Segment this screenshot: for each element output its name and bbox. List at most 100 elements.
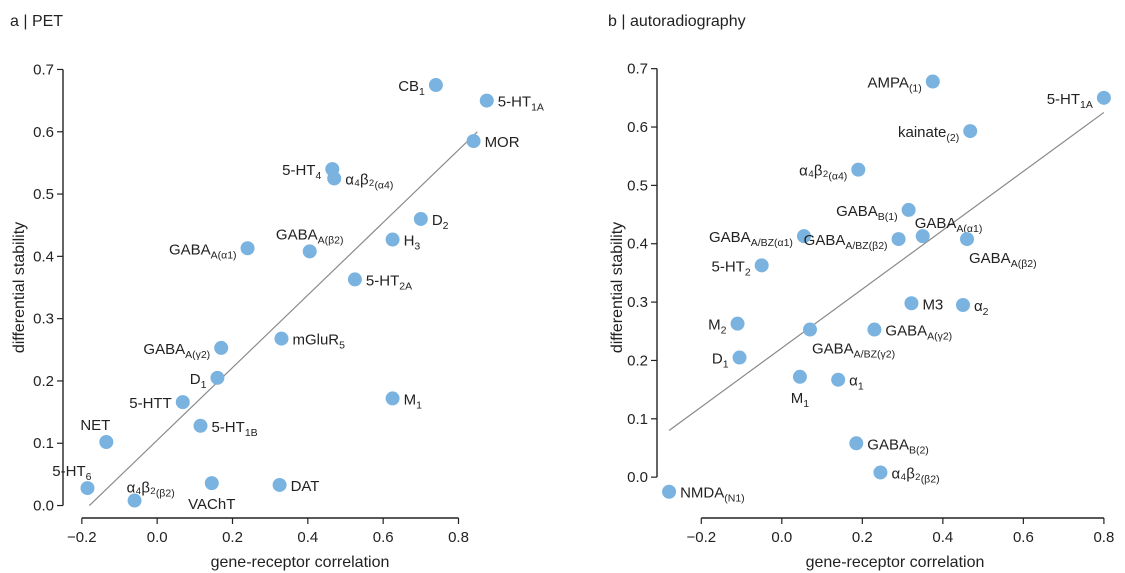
point-label-main: 5-HT bbox=[282, 162, 315, 179]
x-tick-label: −0.2 bbox=[67, 529, 97, 546]
y-tick-label: 0.2 bbox=[33, 373, 54, 390]
x-tick-label: 0.0 bbox=[147, 529, 168, 546]
y-tick-label: 0.5 bbox=[627, 177, 648, 194]
point-label: GABAA(γ2) bbox=[885, 323, 952, 343]
point-label-subscript: B(2) bbox=[909, 444, 929, 456]
data-point bbox=[960, 232, 975, 247]
point-label: α₄β₂(β2) bbox=[127, 480, 175, 500]
x-axis-label: gene-receptor correlation bbox=[211, 554, 390, 571]
point-label-subscript: 1 bbox=[723, 359, 729, 371]
point-label-main: M bbox=[404, 391, 417, 408]
point-label-subscript: (1) bbox=[909, 83, 922, 95]
point-label: GABAA(β2) bbox=[276, 226, 344, 246]
data-point bbox=[730, 316, 745, 331]
point-label-subscript: 6 bbox=[86, 471, 92, 483]
panel-title: b | autoradiography bbox=[608, 13, 746, 30]
point-label-subscript: A(α1) bbox=[211, 249, 237, 261]
point-label-subscript: 1 bbox=[419, 86, 425, 98]
point-label: M2 bbox=[708, 317, 727, 337]
point-label: NMDA(N1) bbox=[680, 485, 745, 505]
point-label-main: GABA bbox=[885, 323, 927, 340]
point-label: M1 bbox=[791, 390, 810, 410]
point-label-subscript: 2 bbox=[983, 306, 989, 318]
data-point bbox=[849, 436, 864, 451]
point-label-main: D bbox=[432, 212, 443, 229]
point-label: 5-HT4 bbox=[282, 162, 321, 182]
point-label-main: 5-HTT bbox=[129, 395, 172, 412]
point-label-main: α₄β₂ bbox=[799, 163, 828, 180]
point-label: D1 bbox=[190, 371, 207, 391]
data-point bbox=[428, 78, 443, 93]
panel-b: b | autoradiography 0.0 0.1 0.2 0.3 0.4 0.5 0.6… bbox=[608, 13, 1114, 571]
y-tick-label: 0.1 bbox=[33, 435, 54, 452]
y-tick-label: 0.0 bbox=[627, 469, 648, 486]
data-point bbox=[915, 229, 930, 244]
point-label-subscript: (α4) bbox=[374, 179, 393, 191]
point-label-main: α bbox=[849, 373, 858, 390]
point-label: GABAA(α1) bbox=[915, 215, 983, 235]
x-tick-label: 0.6 bbox=[1013, 529, 1034, 546]
y-tick-label: 0.7 bbox=[33, 61, 54, 78]
point-label: CB1 bbox=[398, 78, 425, 98]
point-label-main: DAT bbox=[291, 478, 320, 495]
point-label-main: GABA bbox=[804, 232, 846, 249]
point-label: GABAA(α1) bbox=[169, 241, 237, 261]
point-label-main: GABA bbox=[915, 215, 957, 232]
data-point bbox=[1096, 90, 1111, 105]
point-label-main: M3 bbox=[922, 296, 943, 313]
point-label-subscript: A(γ2) bbox=[927, 331, 952, 343]
point-label-subscript: (β2) bbox=[921, 473, 940, 485]
point-label: 5-HTT bbox=[129, 395, 172, 412]
x-tick-label: 0.4 bbox=[297, 529, 318, 546]
point-label-main: D bbox=[712, 351, 723, 368]
point-label-main: GABA bbox=[812, 341, 854, 358]
data-point bbox=[327, 171, 342, 186]
y-axis-label: differential stability bbox=[609, 222, 626, 353]
point-label-main: GABA bbox=[276, 226, 318, 243]
data-point bbox=[662, 484, 677, 499]
data-point bbox=[925, 74, 940, 89]
point-label: M1 bbox=[404, 391, 423, 411]
point-label: GABAA/BZ(β2) bbox=[804, 232, 888, 252]
point-label-main: 5-HT bbox=[711, 258, 744, 275]
point-label-main: 5-HT bbox=[1047, 91, 1080, 108]
point-label-main: GABA bbox=[169, 241, 211, 258]
data-point bbox=[851, 162, 866, 177]
point-label: AMPA(1) bbox=[868, 75, 922, 95]
data-point bbox=[99, 434, 114, 449]
point-label: NET bbox=[80, 417, 110, 434]
point-label-main: α bbox=[974, 298, 983, 315]
y-tick-label: 0.5 bbox=[33, 186, 54, 203]
data-point bbox=[214, 340, 229, 355]
data-point bbox=[272, 477, 287, 492]
data-point bbox=[274, 331, 289, 346]
point-label: kainate(2) bbox=[898, 124, 959, 144]
point-label-subscript: A(γ2) bbox=[185, 349, 210, 361]
data-point bbox=[901, 202, 916, 217]
point-label-main: M bbox=[708, 317, 721, 334]
point-label-main: α₄β₂ bbox=[891, 465, 920, 482]
data-point bbox=[80, 481, 95, 496]
point-label: 5-HT1B bbox=[211, 419, 257, 439]
panel-a: a | PET 0.0 0.1 0.2 0.3 0.4 0.5 0.6 0.7 −0.2 0.0 0.… bbox=[10, 13, 544, 571]
panel-title: a | PET bbox=[10, 13, 63, 30]
point-label: GABAB(2) bbox=[867, 436, 929, 456]
point-label-main: M bbox=[791, 390, 804, 407]
point-label-subscript: 1A bbox=[531, 102, 544, 114]
data-point bbox=[302, 244, 317, 259]
data-point bbox=[240, 241, 255, 256]
point-label: α₄β₂(α4) bbox=[799, 163, 847, 183]
point-label-subscript: A/BZ(γ2) bbox=[854, 349, 895, 361]
regression-line bbox=[668, 111, 1105, 431]
y-tick-label: 0.6 bbox=[627, 119, 648, 136]
data-point bbox=[754, 258, 769, 273]
point-label: 5-HT2 bbox=[711, 258, 750, 278]
data-point bbox=[193, 418, 208, 433]
x-tick-label: 0.8 bbox=[1093, 529, 1114, 546]
y-tick-label: 0.0 bbox=[33, 498, 54, 515]
point-label: GABAA/BZ(α1) bbox=[709, 229, 793, 249]
data-point bbox=[955, 298, 970, 313]
point-label-main: VAChT bbox=[188, 496, 235, 513]
point-label-subscript: (α4) bbox=[828, 171, 847, 183]
